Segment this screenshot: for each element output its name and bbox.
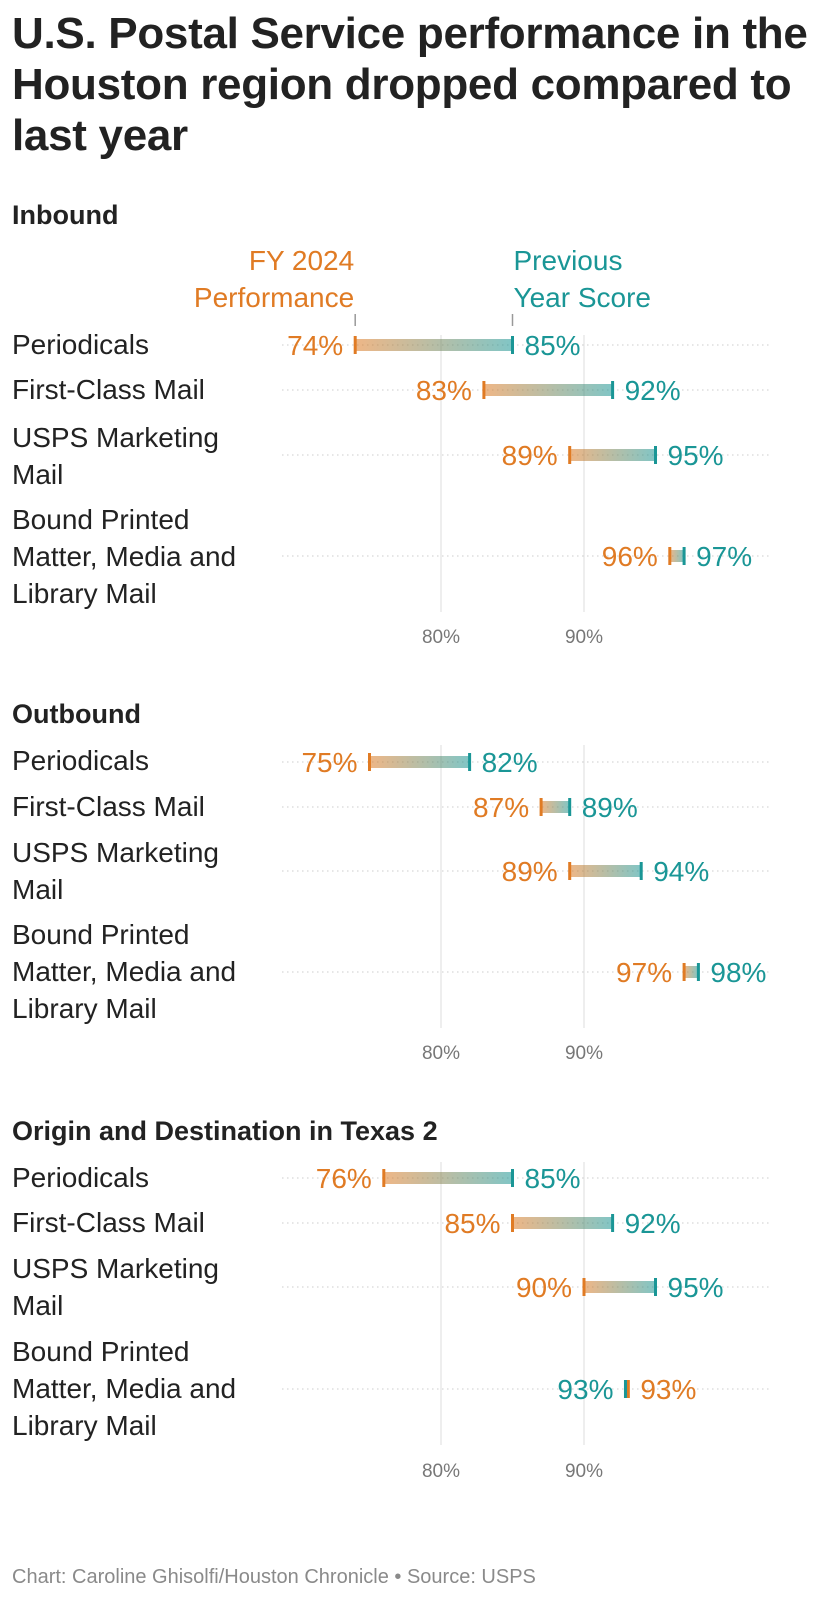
previous-marker: [611, 381, 615, 399]
row-label: USPS Marketing Mail: [12, 422, 219, 490]
panel-title: Origin and Destination in Texas 2: [12, 1116, 438, 1146]
x-tick-label: 80%: [422, 1461, 460, 1482]
fy2024-marker: [568, 862, 572, 880]
fy2024-value-label: 83%: [416, 375, 472, 406]
fy2024-value-label: 89%: [502, 856, 558, 887]
dumbbell-bar: [669, 550, 685, 562]
dumbbell-bar: [569, 865, 642, 877]
x-tick-label: 80%: [422, 1043, 460, 1064]
row-label: Bound Printed Matter, Media and Library Ma…: [12, 1336, 236, 1441]
fy2024-value-label: 90%: [516, 1272, 572, 1303]
fy2024-marker: [382, 1169, 386, 1187]
dumbbell-bar: [483, 384, 613, 396]
previous-marker: [623, 1380, 627, 1398]
previous-value-label: 95%: [668, 1272, 724, 1303]
row-label: Periodicals: [12, 329, 149, 360]
previous-value-label: 98%: [710, 957, 766, 988]
dumbbell-bar: [569, 449, 656, 461]
previous-value-label: 85%: [525, 330, 581, 361]
legend-fy2024: FY 2024: [249, 245, 354, 276]
x-tick-label: 90%: [565, 627, 603, 648]
fy2024-value-label: 85%: [444, 1208, 500, 1239]
row-label: First-Class Mail: [12, 791, 205, 822]
fy2024-value-label: 93%: [640, 1374, 696, 1405]
fy2024-value-label: 89%: [502, 440, 558, 471]
legend-previous: Previous: [514, 245, 623, 276]
previous-value-label: 94%: [653, 856, 709, 887]
previous-value-label: 85%: [525, 1163, 581, 1194]
legend-previous: Year Score: [514, 282, 652, 313]
fy2024-marker: [511, 1214, 514, 1232]
dumbbell-bar: [541, 801, 570, 813]
fy2024-value-label: 74%: [287, 330, 343, 361]
dumbbell-bar: [684, 966, 699, 978]
fy2024-value-label: 87%: [473, 792, 529, 823]
x-tick-label: 90%: [565, 1461, 603, 1482]
previous-value-label: 92%: [625, 375, 681, 406]
row-label: Bound Printed Matter, Media and Library Ma…: [12, 504, 236, 609]
fy2024-marker: [568, 446, 572, 464]
previous-value-label: 89%: [582, 792, 638, 823]
previous-value-label: 95%: [668, 440, 724, 471]
panel-title: Inbound: [12, 200, 118, 230]
previous-value-label: 93%: [557, 1374, 613, 1405]
previous-marker: [654, 446, 657, 464]
fy2024-value-label: 97%: [616, 957, 672, 988]
fy2024-marker: [626, 1380, 630, 1398]
previous-marker: [568, 798, 572, 816]
legend-fy2024: Performance: [194, 282, 354, 313]
x-tick-label: 80%: [422, 627, 460, 648]
row-label: Periodicals: [12, 745, 149, 776]
x-tick-label: 90%: [565, 1043, 603, 1064]
previous-marker: [611, 1214, 615, 1232]
previous-marker: [696, 963, 700, 981]
previous-value-label: 97%: [696, 541, 752, 572]
previous-marker: [654, 1278, 657, 1296]
dumbbell-bar: [383, 1172, 513, 1184]
source-credit: Chart: Caroline Ghisolfi/Houston Chronic…: [12, 1566, 536, 1588]
row-label: USPS Marketing Mail: [12, 837, 219, 905]
previous-marker: [511, 336, 514, 354]
fy2024-marker: [668, 547, 672, 565]
previous-marker: [639, 862, 643, 880]
previous-marker: [511, 1169, 514, 1187]
dumbbell-bar: [584, 1281, 656, 1293]
dumbbell-bar: [512, 1217, 613, 1229]
previous-value-label: 82%: [482, 747, 538, 778]
row-label: Bound Printed Matter, Media and Library Ma…: [12, 919, 236, 1024]
fy2024-value-label: 75%: [301, 747, 357, 778]
dumbbell-bar: [369, 756, 470, 768]
chart-title: U.S. Postal Service performance in the H…: [12, 9, 808, 160]
row-label: USPS Marketing Mail: [12, 1253, 219, 1321]
fy2024-marker: [353, 336, 357, 354]
fy2024-marker: [582, 1278, 586, 1296]
row-label: First-Class Mail: [12, 374, 205, 405]
previous-marker: [468, 753, 472, 771]
previous-marker: [682, 547, 686, 565]
row-label: First-Class Mail: [12, 1207, 205, 1238]
fy2024-value-label: 76%: [316, 1163, 372, 1194]
fy2024-marker: [682, 963, 686, 981]
fy2024-marker: [539, 798, 543, 816]
row-label: Periodicals: [12, 1162, 149, 1193]
fy2024-marker: [368, 753, 371, 771]
dumbbell-bar: [355, 339, 513, 351]
fy2024-value-label: 96%: [602, 541, 658, 572]
fy2024-marker: [482, 381, 486, 399]
panel-title: Outbound: [12, 699, 141, 729]
previous-value-label: 92%: [625, 1208, 681, 1239]
